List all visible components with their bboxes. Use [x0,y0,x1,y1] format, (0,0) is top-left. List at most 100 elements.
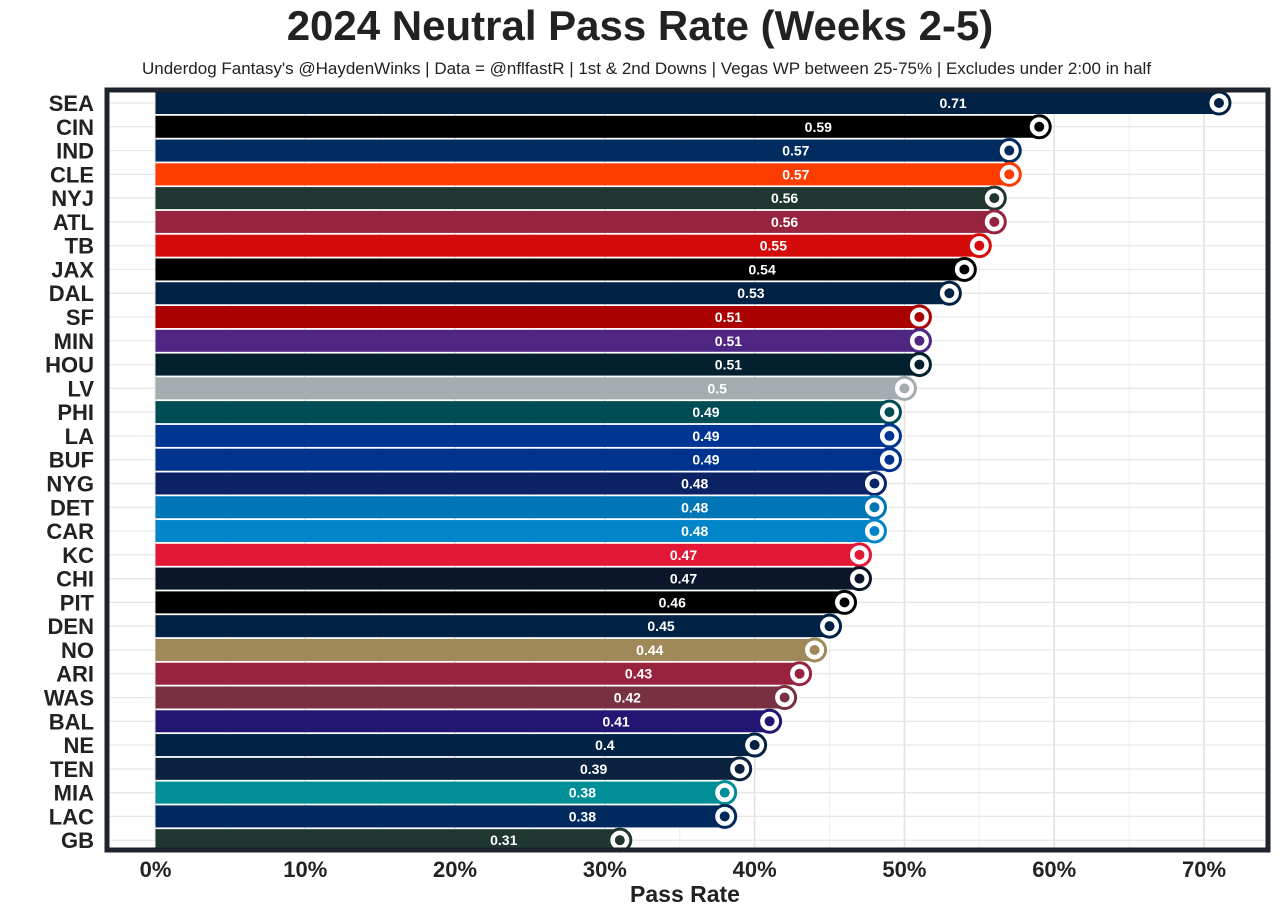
colts-logo-mark [1004,145,1015,156]
bar-nyg [155,472,875,495]
y-tick-label: PIT [60,590,95,615]
y-tick-label: CIN [56,115,94,140]
falcons-logo-mark [989,216,1000,227]
bar-buf [155,448,890,471]
x-tick-label: 30% [583,857,627,882]
y-tick-label: MIA [54,781,94,806]
bar-value-label: 0.51 [715,333,742,349]
bar-value-label: 0.47 [670,571,697,587]
y-tick-label: KC [62,543,94,568]
bar-sea [155,92,1219,114]
y-tick-label: LA [65,424,94,449]
cowboys-logo-mark [944,288,955,299]
bar-pit [155,591,845,614]
bar-value-label: 0.45 [647,618,674,634]
y-tick-label: DEN [48,614,94,639]
bar-value-label: 0.44 [636,642,663,658]
bar-lac [155,805,725,828]
x-tick-label: 40% [733,857,777,882]
y-tick-label: NE [63,733,94,758]
y-tick-label: DET [50,495,95,520]
bar-den [155,615,830,638]
bar-gb [155,829,620,852]
cowboys-logo [936,280,962,306]
patriots-logo-mark [749,740,760,751]
bar-value-label: 0.56 [771,214,798,230]
bar-la [155,424,890,447]
bar-value-label: 0.51 [715,309,742,325]
x-tick-label: 0% [140,857,172,882]
bar-value-label: 0.48 [681,523,708,539]
jets-logo [981,185,1007,211]
vikings-logo-mark [914,335,925,346]
cardinals-logo [787,661,813,687]
bar-car [155,520,875,543]
bar-value-label: 0.49 [692,404,719,420]
eagles-logo-mark [884,407,895,418]
browns-logo [996,161,1022,187]
titans-logo-mark [734,763,745,774]
bears-logo-mark [854,573,865,584]
y-tick-label: NO [61,638,94,663]
bars: 0.71 0.59 0.57 0.57 0.56 0.56 0.55 0.54 0.53 0.51… [155,90,1232,853]
chiefs-logo-mark [854,549,865,560]
y-tick-label: ATL [53,210,94,235]
49ers-logo-mark [914,312,925,323]
saints-logo-mark [809,644,820,655]
lions-logo [861,494,887,520]
bar-det [155,496,875,519]
bar-jax [155,258,965,281]
y-tick-label: BAL [49,709,94,734]
colts-logo [996,138,1022,164]
cardinals-logo-mark [794,668,805,679]
y-tick-label: NYJ [51,186,94,211]
y-tick-label: LAC [49,804,94,829]
bar-phi [155,401,890,424]
bar-value-label: 0.5 [707,380,727,396]
bar-value-label: 0.38 [569,808,596,824]
jets-logo-mark [989,193,1000,204]
bar-value-label: 0.43 [625,666,652,682]
bar-value-label: 0.71 [939,95,966,111]
y-tick-label: IND [56,139,94,164]
dolphins-logo-mark [719,787,730,798]
falcons-logo [981,209,1007,235]
bar-value-label: 0.55 [760,238,787,254]
rams-logo-mark [884,430,895,441]
seahawks-logo-mark [1213,98,1224,108]
x-tick-label: 20% [433,857,477,882]
bar-value-label: 0.46 [659,594,686,610]
x-tick-label: 50% [882,857,926,882]
bar-value-label: 0.57 [782,143,809,159]
bar-value-label: 0.56 [771,190,798,206]
dolphins-logo [712,780,738,806]
bar-value-label: 0.31 [490,832,517,848]
bar-value-label: 0.39 [580,761,607,777]
patriots-logo [742,732,768,758]
chart-title: 2024 Neutral Pass Rate (Weeks 2-5) [286,2,994,49]
raiders-logo [891,375,917,401]
y-tick-label: TB [65,234,94,259]
bar-value-label: 0.38 [569,785,596,801]
bar-value-label: 0.49 [692,428,719,444]
buccaneers-logo-mark [974,240,985,251]
panthers-logo-mark [869,526,880,537]
bar-value-label: 0.4 [595,737,615,753]
plot-border [104,87,1271,853]
bar-value-label: 0.59 [805,119,832,135]
raiders-logo-mark [899,383,910,394]
bar-value-label: 0.41 [602,713,629,729]
bar-sf [155,306,920,329]
bar-value-label: 0.57 [782,166,809,182]
bar-ind [155,139,1010,162]
y-tick-label: ARI [56,662,94,687]
bar-cle [155,163,1010,186]
bar-hou [155,353,920,376]
x-tick-label: 60% [1032,857,1076,882]
y-tick-label: NYG [46,471,94,496]
y-tick-label: BUF [49,448,94,473]
y-tick-label: SF [66,305,94,330]
bar-chi [155,567,860,590]
jaguars-logo-mark [959,264,970,275]
